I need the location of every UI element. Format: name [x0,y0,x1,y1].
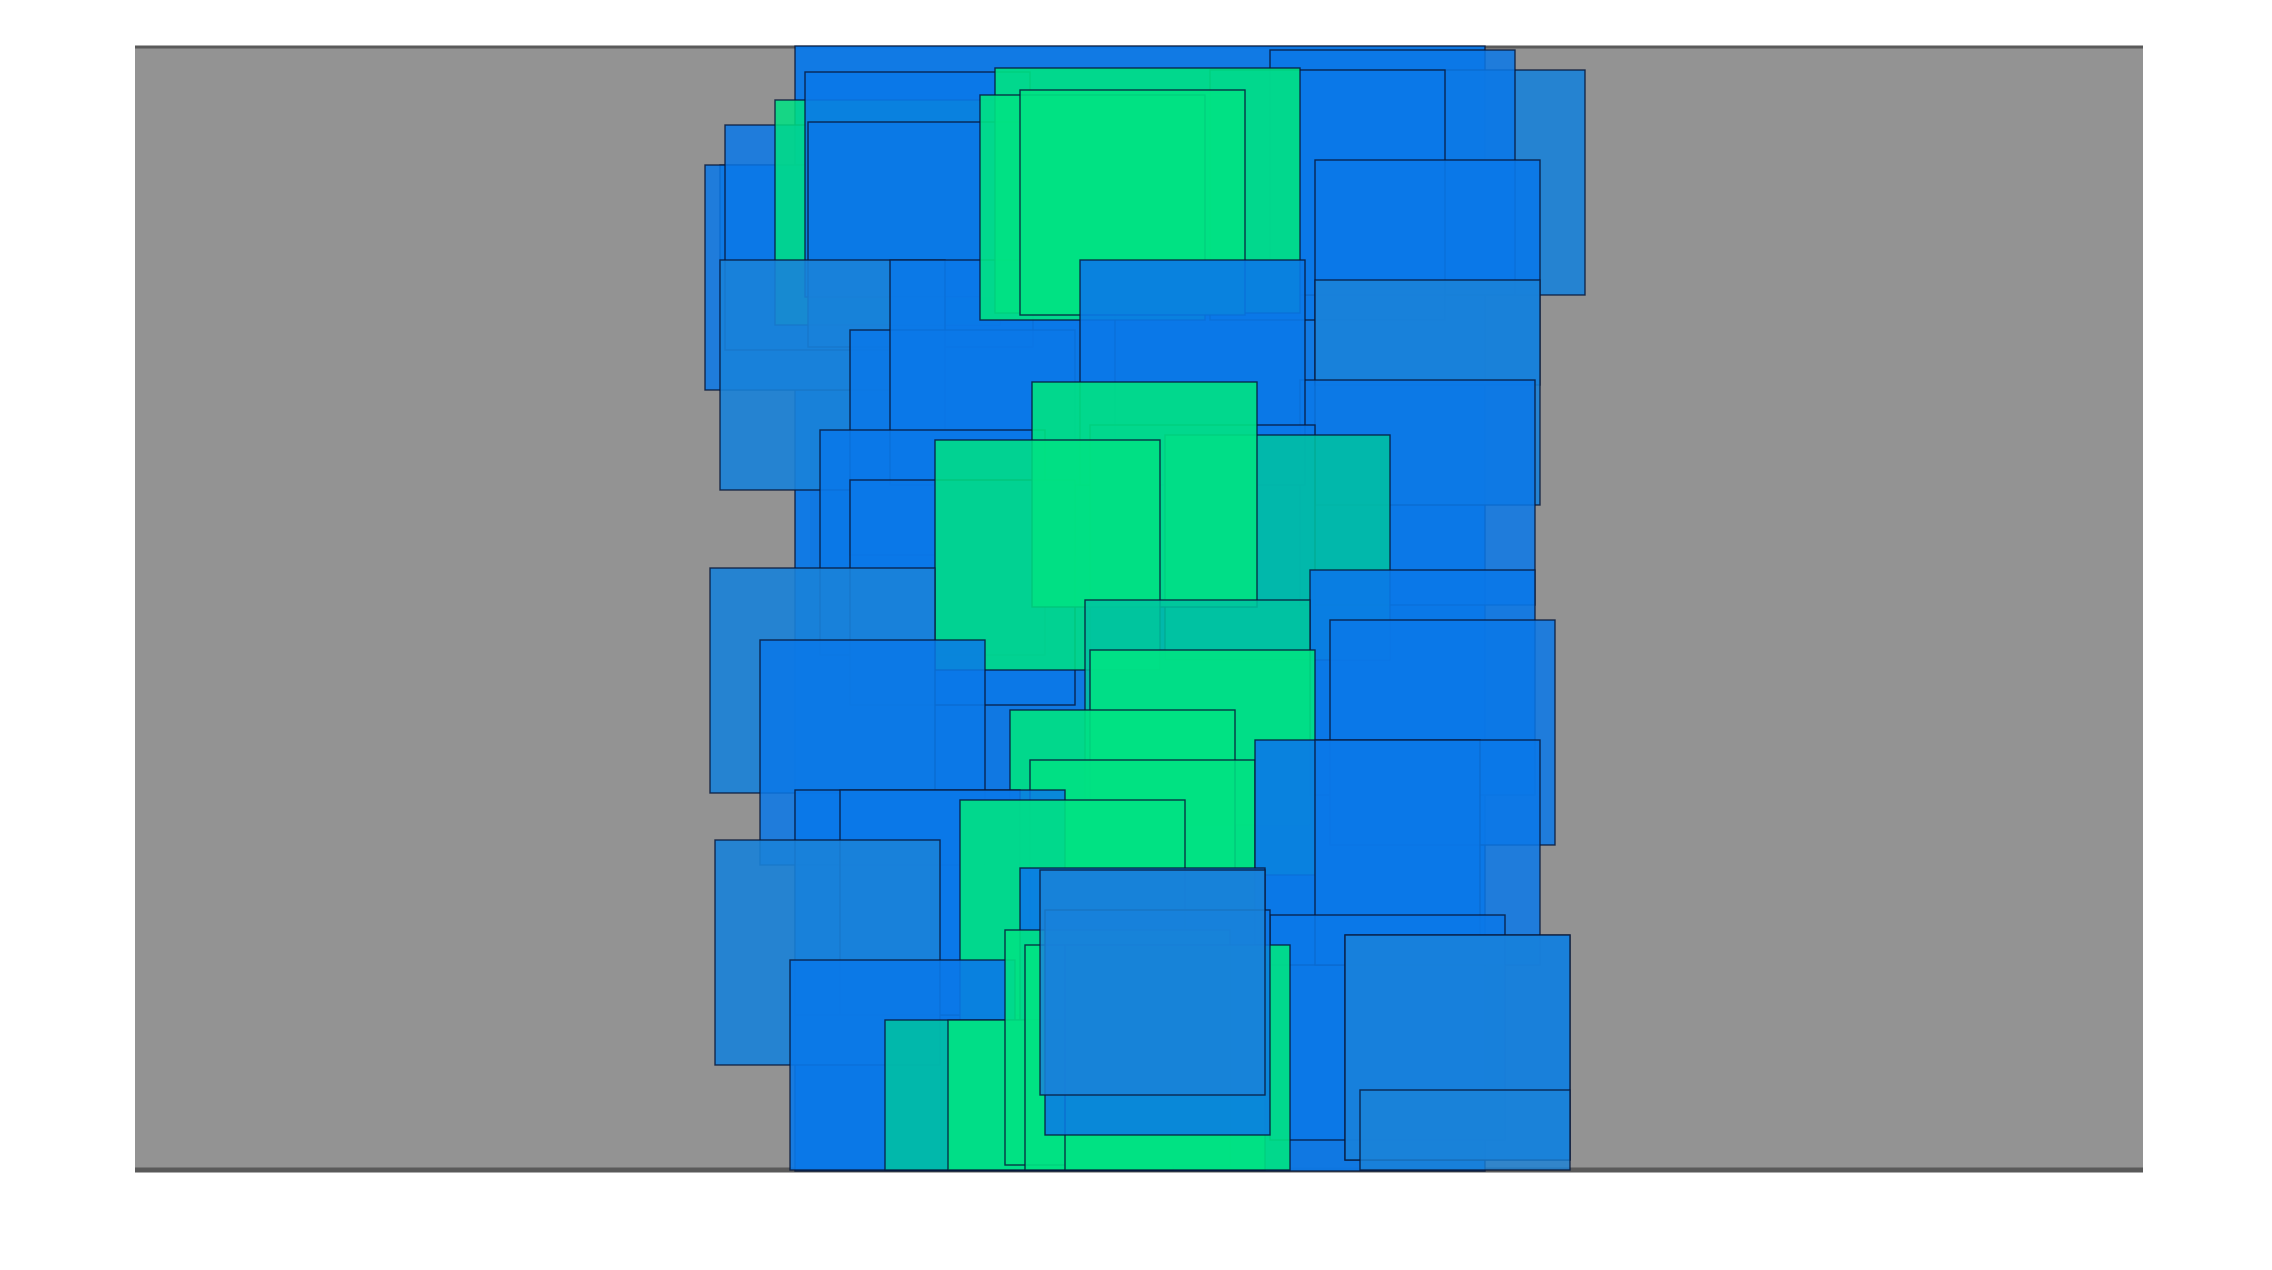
collage-square [1359,1089,1571,1171]
collage-square [1039,869,1266,1096]
square-layers [704,45,1586,1172]
